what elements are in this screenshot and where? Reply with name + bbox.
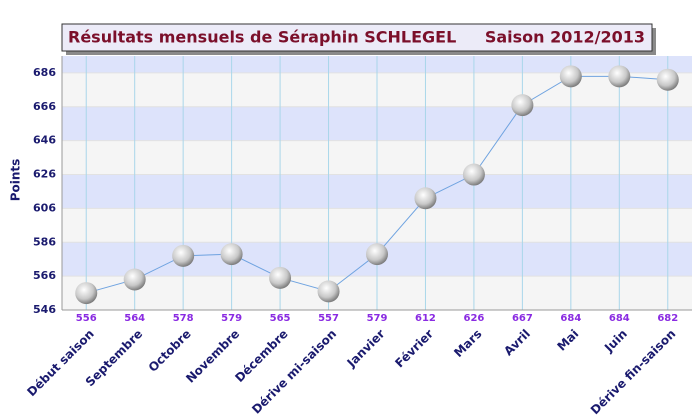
point [317, 280, 340, 303]
value-label: 564 [124, 313, 145, 324]
y-tick-label: 606 [33, 201, 56, 214]
x-tick-label: Dérive mi-saison [249, 327, 339, 417]
x-tick-label: Dérive fin-saison [588, 327, 678, 417]
chart-title: Résultats mensuels de Séraphin SCHLEGEL [68, 28, 456, 47]
point [559, 65, 582, 88]
x-tick-label: Mai [554, 327, 581, 354]
point [608, 65, 631, 88]
point [172, 244, 195, 267]
value-label: 612 [415, 313, 436, 324]
point [269, 266, 292, 289]
value-label: 684 [560, 313, 581, 324]
value-label: 667 [512, 313, 533, 324]
value-label: 684 [609, 313, 630, 324]
x-tick-label: Mars [451, 327, 484, 360]
point [123, 268, 146, 291]
x-tick-label: Janvier [344, 327, 388, 371]
y-axis-label: Points [9, 159, 23, 202]
y-tick-label: 586 [33, 235, 56, 248]
point [511, 94, 534, 117]
x-tick-label: Juin [601, 327, 630, 356]
value-label: 626 [463, 313, 484, 324]
x-tick-label: Début saison [24, 327, 96, 399]
y-tick-label: 666 [33, 100, 56, 113]
point [75, 282, 98, 305]
y-tick-label: 546 [33, 303, 56, 316]
point [656, 68, 679, 91]
x-tick-label: Octobre [146, 327, 194, 375]
value-label: 682 [657, 313, 678, 324]
title-box [61, 23, 653, 52]
chart-subtitle: Saison 2012/2013 [485, 28, 645, 47]
point [220, 243, 243, 266]
y-tick-label: 626 [33, 168, 56, 181]
value-label: 578 [173, 313, 194, 324]
y-tick-label: 686 [33, 66, 56, 79]
value-label: 565 [270, 313, 291, 324]
x-tick-label: Février [392, 327, 436, 371]
value-label: 579 [367, 313, 388, 324]
value-label: 556 [76, 313, 97, 324]
y-tick-label: 566 [33, 269, 56, 282]
x-tick-label: Avril [501, 327, 533, 359]
point [462, 163, 485, 186]
value-label: 557 [318, 313, 339, 324]
value-label: 579 [221, 313, 242, 324]
y-tick-label: 646 [33, 134, 56, 147]
point [366, 243, 388, 266]
point [414, 187, 437, 210]
